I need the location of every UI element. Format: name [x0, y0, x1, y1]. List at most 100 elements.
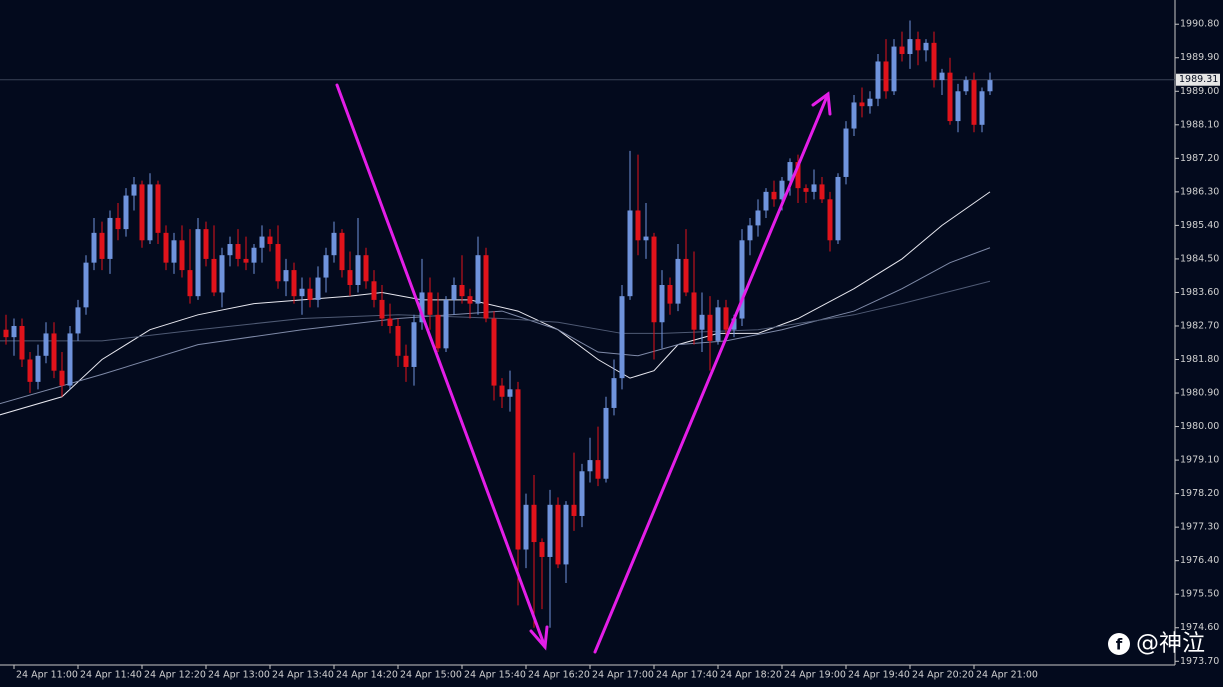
- candle-body: [67, 333, 73, 386]
- y-tick-label: 1981.80: [1180, 354, 1219, 365]
- candle-body: [59, 370, 65, 386]
- last-price-label: 1989.31: [1179, 74, 1218, 85]
- candle-body: [643, 236, 649, 241]
- candle-body: [163, 232, 169, 263]
- candle-body: [715, 307, 721, 341]
- candle-body: [939, 72, 945, 81]
- candle-body: [651, 236, 657, 323]
- candle-body: [235, 244, 241, 259]
- candle-body: [323, 255, 329, 278]
- candle-body: [11, 325, 17, 338]
- candle-body: [355, 255, 361, 285]
- candle-body: [147, 184, 153, 241]
- y-tick-label: 1987.20: [1180, 153, 1219, 164]
- candle-body: [843, 128, 849, 177]
- moving-average: [0, 247, 991, 405]
- up-arrow: [593, 92, 830, 654]
- candle-body: [443, 299, 449, 349]
- candle-body: [579, 471, 585, 516]
- candle-body: [947, 72, 953, 122]
- moving-average: [0, 191, 991, 416]
- candle-body: [419, 292, 425, 323]
- candle-body: [867, 98, 873, 107]
- candle-body: [891, 46, 897, 92]
- candle-body: [811, 184, 817, 192]
- candle-body: [155, 184, 161, 233]
- arrows: [335, 83, 832, 654]
- y-tick-label: 1977.30: [1180, 522, 1219, 533]
- candle-body: [547, 504, 553, 557]
- candle-body: [227, 244, 233, 256]
- candle-body: [595, 460, 601, 479]
- down-arrow-head: [529, 625, 549, 651]
- x-tick-label: 24 Apr 12:20: [144, 670, 206, 681]
- candle-body: [619, 296, 625, 379]
- candle-body: [451, 285, 457, 300]
- candle-body: [819, 184, 825, 200]
- candle-body: [467, 296, 473, 304]
- candle-body: [755, 210, 761, 226]
- candle-body: [779, 180, 785, 200]
- candle-body: [571, 504, 577, 516]
- x-tick-label: 24 Apr 16:20: [528, 670, 590, 681]
- candle-body: [171, 240, 177, 263]
- candle-body: [723, 307, 729, 330]
- candle-body: [659, 285, 665, 323]
- candle-body: [363, 255, 369, 282]
- candle-body: [803, 188, 809, 192]
- candle-body: [51, 333, 57, 371]
- y-tick-label: 1976.40: [1180, 555, 1219, 566]
- y-tick-label: 1982.70: [1180, 320, 1219, 331]
- candle-body: [491, 318, 497, 386]
- candle-body: [987, 80, 993, 92]
- candle-body: [435, 314, 441, 349]
- y-tick-label: 1975.50: [1180, 589, 1219, 600]
- candle-body: [915, 39, 921, 51]
- candle-body: [315, 277, 321, 300]
- y-tick-label: 1989.90: [1180, 52, 1219, 63]
- candle-body: [611, 378, 617, 408]
- candle-body: [787, 162, 793, 181]
- candle-body: [859, 102, 865, 107]
- candle-body: [27, 359, 33, 382]
- candle-body: [251, 247, 257, 263]
- x-tick-label: 24 Apr 17:00: [592, 670, 654, 681]
- candle-body: [523, 504, 529, 550]
- candle-body: [267, 236, 273, 245]
- candle-body: [75, 307, 81, 334]
- candle-body: [35, 355, 41, 382]
- y-tick-label: 1979.10: [1180, 455, 1219, 466]
- y-tick-label: 1983.60: [1180, 287, 1219, 298]
- candle-body: [19, 325, 25, 360]
- candle-body: [739, 240, 745, 319]
- x-tick-label: 24 Apr 15:00: [400, 670, 462, 681]
- candle-body: [243, 258, 249, 263]
- y-tick-label: 1984.50: [1180, 253, 1219, 264]
- x-tick-label: 24 Apr 13:40: [272, 670, 334, 681]
- candle-body: [707, 314, 713, 341]
- y-tick-label: 1978.20: [1180, 488, 1219, 499]
- candle-body: [531, 504, 537, 543]
- x-tick-label: 24 Apr 14:20: [336, 670, 398, 681]
- candle-body: [107, 217, 113, 259]
- candle-body: [371, 281, 377, 300]
- candle-body: [179, 240, 185, 271]
- candle-body: [931, 42, 937, 81]
- candle-body: [43, 333, 49, 356]
- candle-body: [907, 39, 913, 55]
- candle-body: [515, 389, 521, 550]
- x-tick-label: 24 Apr 18:20: [720, 670, 782, 681]
- x-tick-label: 24 Apr 11:40: [80, 670, 142, 681]
- candle-body: [91, 232, 97, 263]
- candle-body: [275, 244, 281, 282]
- candle-body: [883, 61, 889, 92]
- x-tick-label: 24 Apr 21:00: [976, 670, 1038, 681]
- candle-body: [635, 210, 641, 241]
- candle-body: [971, 80, 977, 125]
- candle-body: [211, 258, 217, 293]
- y-tick-label: 1973.70: [1180, 656, 1219, 667]
- candle-body: [307, 288, 313, 300]
- x-tick-label: 24 Apr 19:00: [784, 670, 846, 681]
- candle-body: [675, 258, 681, 304]
